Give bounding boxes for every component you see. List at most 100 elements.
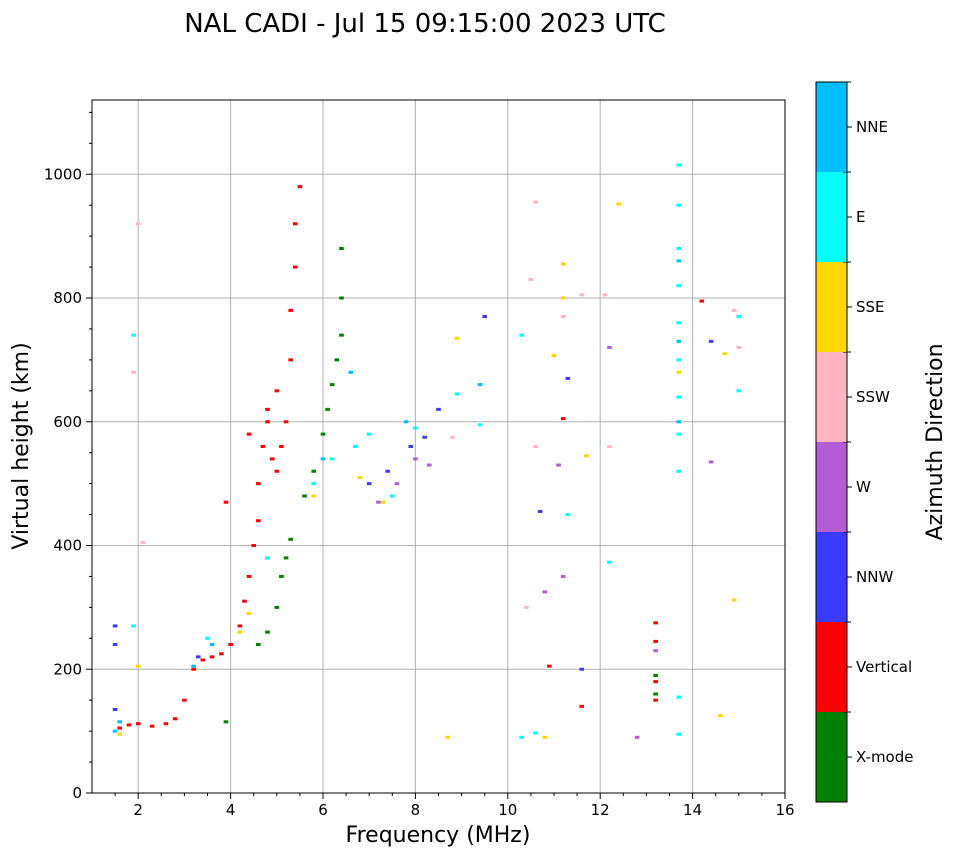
data-point-vertical: [547, 664, 552, 668]
data-point-vertical: [182, 698, 187, 702]
data-point-x-mode: [653, 692, 658, 696]
data-point-x-mode: [339, 296, 344, 300]
y-tick-label: 1000: [44, 165, 82, 183]
data-point-sse: [135, 664, 141, 668]
data-point-x-mode: [288, 537, 293, 541]
data-point-sse: [454, 336, 460, 340]
colorbar-segment: [816, 712, 847, 802]
data-point-ssw: [602, 293, 608, 297]
data-point-w: [607, 346, 612, 349]
data-point-sse: [718, 714, 723, 718]
data-point-e: [676, 432, 682, 436]
data-point-sse: [445, 735, 451, 739]
data-point-ssw: [579, 293, 585, 297]
data-point-e: [389, 494, 395, 498]
colorbar-title: Azimuth Direction: [923, 343, 948, 540]
data-point-w: [634, 735, 640, 739]
data-point-e: [676, 163, 682, 167]
data-point-sse: [560, 296, 566, 300]
data-point-e: [413, 426, 418, 430]
data-point-ssw: [523, 605, 529, 609]
data-point-e: [676, 203, 682, 207]
data-point-nnw: [195, 655, 201, 659]
data-point-e: [454, 392, 460, 396]
data-point-nnw: [482, 315, 488, 319]
data-point-vertical: [228, 643, 233, 646]
data-point-sse: [560, 262, 566, 266]
y-tick-label: 200: [53, 660, 82, 678]
colorbar-label: E: [856, 208, 865, 226]
data-point-x-mode: [279, 574, 284, 578]
data-point-nne: [676, 420, 682, 424]
data-point-vertical: [579, 704, 585, 708]
data-point-nne: [191, 664, 196, 668]
y-axis-ticks: 0 200 400 600 800 1000: [44, 111, 92, 802]
data-point-sse: [237, 630, 243, 634]
x-tick-label: 14: [683, 801, 702, 819]
data-point-x-mode: [274, 605, 280, 609]
data-point-e: [565, 513, 571, 517]
data-point-vertical: [172, 717, 178, 721]
data-point-x-mode: [339, 333, 344, 337]
data-point-nne: [676, 339, 682, 343]
data-point-nnw: [537, 509, 543, 513]
data-point-vertical: [274, 469, 280, 473]
data-point-vertical: [200, 658, 206, 662]
data-point-w: [394, 482, 400, 486]
data-points: [112, 163, 742, 739]
x-tick-label: 4: [226, 801, 236, 819]
data-point-e: [205, 636, 210, 640]
data-point-x-mode: [302, 494, 307, 498]
data-point-vertical: [149, 724, 155, 728]
data-point-nnw: [112, 643, 118, 646]
data-point-x-mode: [339, 247, 344, 250]
data-point-sse: [117, 732, 123, 736]
colorbar-label: Vertical: [856, 658, 912, 676]
data-point-sse: [246, 612, 252, 616]
data-point-vertical: [288, 308, 293, 312]
data-point-e: [676, 358, 682, 362]
colorbar-segment: [816, 172, 847, 262]
data-point-vertical: [219, 652, 224, 656]
data-point-e: [607, 560, 612, 564]
data-point-nnw: [408, 445, 414, 448]
data-point-e: [676, 247, 682, 250]
data-point-e: [366, 432, 372, 436]
x-tick-label: 8: [411, 801, 421, 819]
data-point-x-mode: [265, 630, 270, 634]
colorbar-segment: [816, 82, 847, 172]
data-point-nnw: [579, 667, 585, 671]
colorbar-label: SSE: [856, 298, 885, 316]
data-point-ssw: [533, 445, 538, 448]
x-tick-label: 12: [591, 801, 610, 819]
data-point-nne: [403, 420, 409, 424]
colorbar-segment: [816, 352, 847, 442]
data-point-w: [556, 463, 561, 467]
data-point-vertical: [292, 265, 298, 269]
data-point-e: [329, 457, 335, 461]
data-point-x-mode: [334, 358, 340, 362]
data-point-sse: [584, 454, 589, 458]
data-point-e: [676, 469, 682, 473]
data-point-vertical: [297, 185, 303, 189]
colorbar-label: NNE: [856, 118, 888, 136]
y-tick-label: 400: [53, 537, 82, 555]
plot-background: [92, 100, 785, 793]
data-point-ssw: [528, 277, 534, 281]
data-point-w: [413, 457, 418, 461]
y-tick-label: 800: [53, 289, 82, 307]
colorbar-label: SSW: [856, 388, 890, 406]
data-point-sse: [380, 500, 386, 504]
data-point-e: [676, 284, 682, 288]
data-point-nnw: [366, 482, 372, 486]
data-point-x-mode: [329, 383, 335, 387]
data-point-vertical: [251, 544, 257, 547]
data-point-e: [736, 389, 742, 393]
data-point-vertical: [274, 389, 280, 393]
data-point-nnw: [565, 376, 571, 380]
data-point-vertical: [265, 420, 270, 424]
data-point-sse: [676, 370, 682, 374]
data-point-vertical: [242, 599, 247, 603]
data-point-e: [131, 333, 136, 337]
